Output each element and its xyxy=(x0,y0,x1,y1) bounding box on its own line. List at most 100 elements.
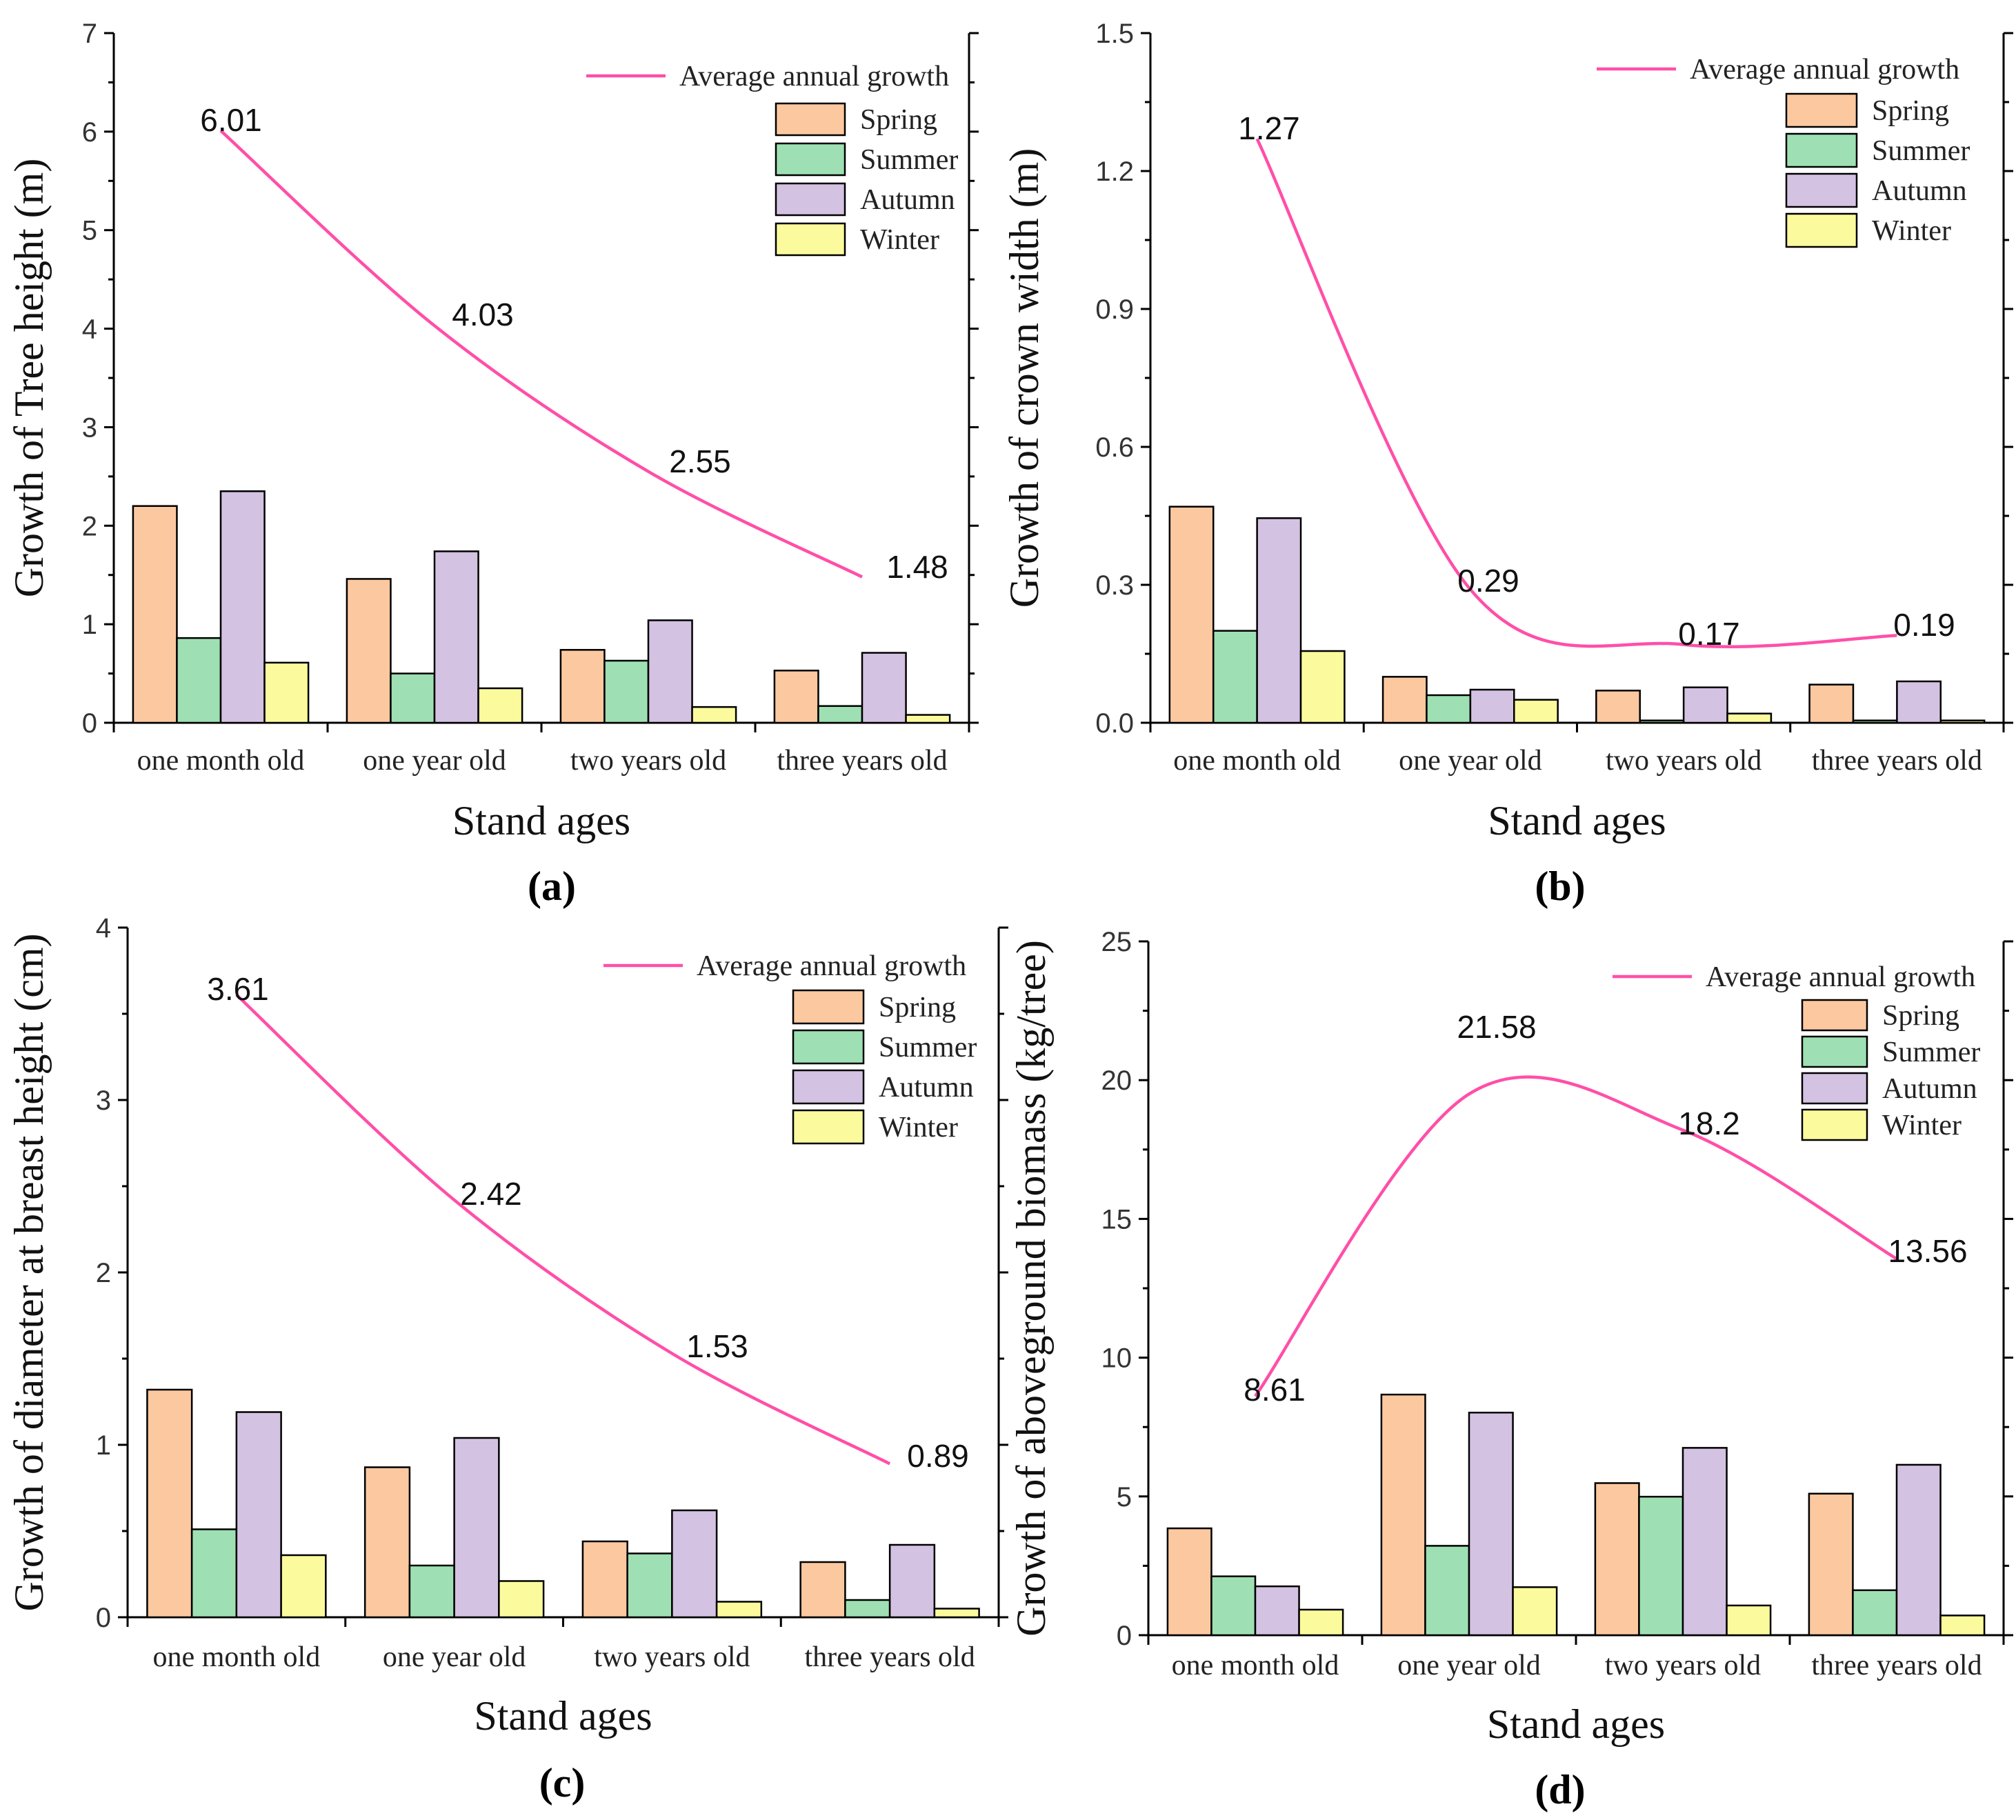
bar-autumn xyxy=(453,1437,500,1619)
line-data-label: 1.27 xyxy=(1238,110,1300,146)
legend: Average annual growth Spring Summer Autumn W… xyxy=(1613,961,1980,1141)
line-data-label: 6.01 xyxy=(200,102,262,138)
line-data-label: 3.61 xyxy=(207,971,269,1007)
legend-label-spring: Spring xyxy=(1872,95,1949,127)
y-axis-title: Growth of crown width (m) xyxy=(1001,148,1047,608)
chart-panel-1: 0 1 2 3 4 5 6 7 one month old one year old two yea… xyxy=(6,19,979,909)
line-data-label: 4.03 xyxy=(452,297,514,332)
bar-summer xyxy=(176,637,222,724)
bar-summer xyxy=(1426,694,1472,724)
y-tick-label: 4 xyxy=(96,913,111,943)
bar-spring xyxy=(581,1540,628,1619)
legend-label-autumn: Autumn xyxy=(879,1072,974,1103)
bar-autumn xyxy=(1682,686,1728,724)
y-tick-label: 15 xyxy=(1101,1204,1132,1234)
bar-winter xyxy=(933,1608,980,1619)
line-data-label: 0.89 xyxy=(907,1438,969,1474)
average-annual-growth-line xyxy=(235,993,891,1466)
bar-summer xyxy=(1424,1545,1470,1637)
legend-swatch-spring xyxy=(775,102,846,137)
legend: Average annual growth Spring Summer Autumn W… xyxy=(1597,54,1970,248)
y-tick-label: 1 xyxy=(96,1430,111,1461)
legend-swatch-winter xyxy=(775,222,846,257)
line-data-label: 18.2 xyxy=(1678,1106,1740,1141)
panel-label: (c) xyxy=(539,1760,586,1806)
bar-summer xyxy=(817,705,864,724)
y-tick-label: 0.3 xyxy=(1095,570,1134,601)
bar-winter xyxy=(1298,1608,1344,1637)
bar-spring xyxy=(559,649,606,724)
bar-autumn xyxy=(1681,1447,1728,1637)
legend-label-summer: Summer xyxy=(1882,1037,1980,1068)
bar-winter xyxy=(498,1580,545,1619)
bar-spring xyxy=(132,505,178,724)
bar-spring xyxy=(1381,676,1428,724)
legend-line-label: Average annual growth xyxy=(679,61,949,92)
x-tick-label: one year old xyxy=(1399,745,1542,777)
y-axis-title: Growth of Tree height (m) xyxy=(6,159,52,598)
x-tick-label: one year old xyxy=(383,1641,526,1673)
chart-panel-3: 0 1 2 3 4 one month old one year old two years … xyxy=(6,913,1008,1806)
bar-summer xyxy=(1639,719,1685,724)
bar-spring xyxy=(363,1466,411,1619)
legend-label-autumn: Autumn xyxy=(1872,175,1967,207)
bar-winter xyxy=(1939,1614,1986,1637)
line-data-label: 1.48 xyxy=(886,549,948,585)
x-tick-label: two years old xyxy=(570,745,726,777)
bar-winter xyxy=(905,714,951,724)
legend-label-spring: Spring xyxy=(860,104,937,136)
legend-swatch-winter xyxy=(1801,1108,1868,1141)
legend-line-label: Average annual growth xyxy=(697,950,966,982)
bar-autumn xyxy=(671,1509,718,1619)
x-tick-label: one month old xyxy=(137,745,305,777)
y-tick-label: 3 xyxy=(82,412,97,443)
bar-spring xyxy=(1595,690,1641,724)
bar-autumn xyxy=(235,1411,282,1619)
y-tick-label: 20 xyxy=(1101,1066,1132,1096)
line-data-label: 1.53 xyxy=(686,1328,748,1364)
x-tick-label: three years old xyxy=(805,1641,975,1673)
legend-swatch-summer xyxy=(1785,132,1858,168)
average-annual-growth-line xyxy=(1254,1075,1898,1397)
bar-spring xyxy=(1166,1527,1212,1637)
legend-swatch-summer xyxy=(1801,1035,1868,1068)
bar-spring xyxy=(1808,1492,1854,1637)
bar-winter xyxy=(715,1601,763,1619)
x-tick-label: two years old xyxy=(1605,1650,1761,1681)
line-data-label: 2.42 xyxy=(460,1176,522,1212)
bar-spring xyxy=(1168,506,1215,724)
legend-swatch-spring xyxy=(1785,92,1858,128)
average-annual-growth-line xyxy=(219,129,863,579)
legend: Average annual growth Spring Summer Autumn W… xyxy=(586,61,958,257)
y-tick-label: 1.5 xyxy=(1095,19,1134,49)
bar-winter xyxy=(1726,1604,1772,1637)
x-tick-label: one month old xyxy=(1173,745,1341,777)
legend-swatch-spring xyxy=(792,989,865,1025)
bar-autumn xyxy=(1256,517,1302,724)
y-tick-label: 0.6 xyxy=(1095,432,1134,463)
bar-winter xyxy=(1726,712,1773,724)
x-tick-label: one year old xyxy=(363,745,506,777)
legend-label-summer: Summer xyxy=(860,144,958,176)
y-tick-label: 3 xyxy=(96,1086,111,1116)
legend-swatch-summer xyxy=(792,1029,865,1065)
x-tick-label: one year old xyxy=(1397,1650,1541,1681)
y-tick-label: 0 xyxy=(1117,1621,1132,1651)
bar-summer xyxy=(190,1528,238,1619)
bar-winter xyxy=(1299,650,1346,724)
bar-summer xyxy=(1852,719,1898,724)
bar-summer xyxy=(626,1552,673,1619)
y-tick-label: 0.0 xyxy=(1095,708,1134,739)
bar-spring xyxy=(346,578,392,724)
x-axis-title: Stand ages xyxy=(452,798,630,843)
bar-summer xyxy=(603,659,650,724)
chart-panel-4: 0 5 10 15 20 25 one month old one year old two y… xyxy=(1008,927,2013,1812)
y-tick-label: 0 xyxy=(96,1603,111,1633)
line-data-label: 0.17 xyxy=(1678,616,1740,652)
panel-label: (b) xyxy=(1535,863,1585,909)
chart-panel-2: 0.0 0.3 0.6 0.9 1.2 1.5 one month old one year … xyxy=(1001,19,2013,909)
bar-summer xyxy=(408,1564,455,1619)
bar-autumn xyxy=(888,1543,936,1619)
bar-spring xyxy=(1808,683,1855,724)
y-tick-label: 7 xyxy=(82,19,97,49)
